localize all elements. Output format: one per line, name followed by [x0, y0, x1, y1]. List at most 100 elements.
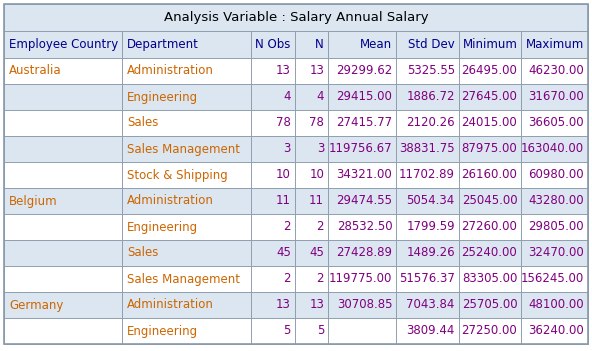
- Bar: [4, 31, 123, 58]
- Text: 36240.00: 36240.00: [528, 325, 584, 338]
- Bar: [123, 110, 252, 136]
- Bar: [397, 240, 459, 266]
- Bar: [522, 188, 588, 214]
- Text: 2: 2: [283, 220, 291, 233]
- Text: Minimum: Minimum: [462, 38, 517, 51]
- Bar: [328, 110, 397, 136]
- Text: 83305.00: 83305.00: [462, 272, 517, 285]
- Text: Mean: Mean: [361, 38, 392, 51]
- Bar: [252, 188, 295, 214]
- Text: 27415.77: 27415.77: [336, 117, 392, 130]
- Text: 27428.89: 27428.89: [336, 246, 392, 259]
- Text: 78: 78: [276, 117, 291, 130]
- Bar: [459, 214, 522, 240]
- Text: 28532.50: 28532.50: [337, 220, 392, 233]
- Text: Sales Management: Sales Management: [127, 272, 240, 285]
- Bar: [397, 162, 459, 188]
- Text: 5054.34: 5054.34: [407, 194, 455, 207]
- Text: 26160.00: 26160.00: [462, 168, 517, 181]
- Bar: [397, 136, 459, 162]
- Bar: [397, 292, 459, 318]
- Text: 3809.44: 3809.44: [407, 325, 455, 338]
- Bar: [295, 136, 328, 162]
- Text: 4: 4: [283, 91, 291, 104]
- Bar: [123, 31, 252, 58]
- Text: Belgium: Belgium: [9, 194, 57, 207]
- Bar: [252, 240, 295, 266]
- Bar: [522, 162, 588, 188]
- Bar: [295, 318, 328, 344]
- Bar: [295, 240, 328, 266]
- Text: 38831.75: 38831.75: [399, 143, 455, 155]
- Bar: [123, 162, 252, 188]
- Bar: [4, 58, 123, 84]
- Text: Australia: Australia: [9, 65, 62, 78]
- Text: 3: 3: [284, 143, 291, 155]
- Text: 31670.00: 31670.00: [528, 91, 584, 104]
- Bar: [252, 58, 295, 84]
- Text: 27645.00: 27645.00: [462, 91, 517, 104]
- Bar: [4, 240, 123, 266]
- Bar: [295, 188, 328, 214]
- Bar: [459, 318, 522, 344]
- Bar: [123, 318, 252, 344]
- Text: Std Dev: Std Dev: [408, 38, 455, 51]
- Text: 48100.00: 48100.00: [529, 298, 584, 311]
- Bar: [4, 84, 123, 110]
- Bar: [4, 162, 123, 188]
- Bar: [123, 266, 252, 292]
- Bar: [328, 136, 397, 162]
- Bar: [328, 58, 397, 84]
- Bar: [123, 58, 252, 84]
- Bar: [522, 110, 588, 136]
- Bar: [328, 162, 397, 188]
- Bar: [295, 292, 328, 318]
- Bar: [459, 266, 522, 292]
- Text: 11: 11: [309, 194, 324, 207]
- Text: 29415.00: 29415.00: [336, 91, 392, 104]
- Bar: [4, 136, 123, 162]
- Text: 45: 45: [309, 246, 324, 259]
- Text: 10: 10: [309, 168, 324, 181]
- Bar: [522, 84, 588, 110]
- Bar: [397, 318, 459, 344]
- Bar: [459, 188, 522, 214]
- Text: 10: 10: [276, 168, 291, 181]
- Text: 11: 11: [276, 194, 291, 207]
- Text: Engineering: Engineering: [127, 220, 198, 233]
- Text: Germany: Germany: [9, 298, 63, 311]
- Bar: [252, 31, 295, 58]
- Bar: [295, 58, 328, 84]
- Bar: [328, 318, 397, 344]
- Text: 25240.00: 25240.00: [462, 246, 517, 259]
- Text: Maximum: Maximum: [526, 38, 584, 51]
- Bar: [4, 188, 123, 214]
- Bar: [295, 110, 328, 136]
- Text: 11702.89: 11702.89: [399, 168, 455, 181]
- Text: 87975.00: 87975.00: [462, 143, 517, 155]
- Text: 60980.00: 60980.00: [529, 168, 584, 181]
- Text: Administration: Administration: [127, 298, 214, 311]
- Text: Administration: Administration: [127, 65, 214, 78]
- Bar: [328, 240, 397, 266]
- Text: 34321.00: 34321.00: [337, 168, 392, 181]
- Text: 4: 4: [317, 91, 324, 104]
- Text: 3: 3: [317, 143, 324, 155]
- Text: Engineering: Engineering: [127, 91, 198, 104]
- Bar: [328, 31, 397, 58]
- Text: 32470.00: 32470.00: [528, 246, 584, 259]
- Bar: [123, 136, 252, 162]
- Bar: [4, 4, 588, 31]
- Text: Stock & Shipping: Stock & Shipping: [127, 168, 228, 181]
- Text: 13: 13: [276, 298, 291, 311]
- Text: Department: Department: [127, 38, 199, 51]
- Bar: [328, 292, 397, 318]
- Bar: [123, 188, 252, 214]
- Bar: [4, 318, 123, 344]
- Bar: [123, 292, 252, 318]
- Text: 29299.62: 29299.62: [336, 65, 392, 78]
- Text: 2: 2: [317, 220, 324, 233]
- Bar: [4, 266, 123, 292]
- Bar: [459, 58, 522, 84]
- Text: 27260.00: 27260.00: [462, 220, 517, 233]
